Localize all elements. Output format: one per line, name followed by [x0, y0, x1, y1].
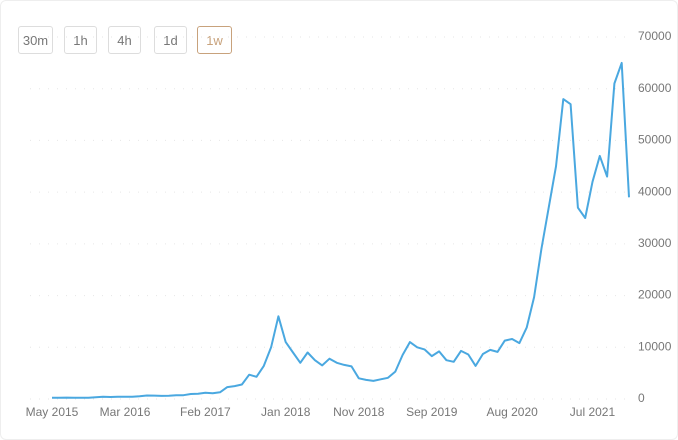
y-tick-label: 10000 — [638, 339, 672, 353]
y-tick-label: 60000 — [638, 81, 672, 95]
x-tick-label: Jan 2018 — [261, 405, 311, 419]
y-tick-label: 30000 — [638, 236, 672, 250]
y-tick-label: 70000 — [638, 29, 672, 43]
x-tick-label: Feb 2017 — [180, 405, 231, 419]
price-line — [52, 61, 630, 399]
y-tick-label: 50000 — [638, 133, 672, 147]
x-tick-label: Aug 2020 — [486, 405, 538, 419]
x-tick-label: Jul 2021 — [570, 405, 616, 419]
x-tick-label: Sep 2019 — [406, 405, 458, 419]
y-tick-label: 40000 — [638, 184, 672, 198]
timeframe-button[interactable]: 30m — [18, 26, 53, 54]
x-tick-label: Mar 2016 — [100, 405, 151, 419]
x-tick-label: Nov 2018 — [333, 405, 385, 419]
x-tick-label: May 2015 — [26, 405, 79, 419]
y-tick-label: 20000 — [638, 288, 672, 302]
y-tick-label: 0 — [638, 391, 645, 405]
